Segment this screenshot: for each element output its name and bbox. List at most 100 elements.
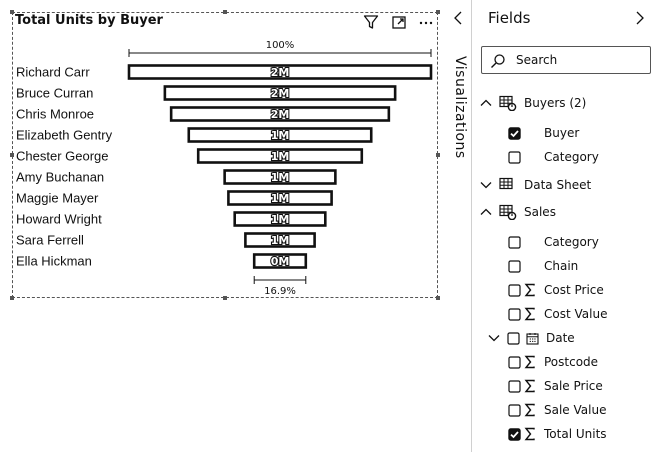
funnel-bar-label: 2M [271, 66, 290, 79]
field-table-row[interactable]: Buyers (2) [480, 93, 586, 113]
category-label: Howard Wright [16, 212, 102, 227]
resize-handle[interactable] [10, 153, 14, 157]
chevron-down-icon[interactable] [488, 332, 500, 344]
search-icon [490, 53, 506, 69]
funnel-bar-label: 1M [271, 171, 290, 184]
focus-mode-icon[interactable] [391, 14, 407, 30]
sigma-icon [524, 283, 536, 297]
funnel-bar [223, 169, 337, 185]
calculated-table-icon [499, 95, 517, 111]
field-row[interactable]: Date [488, 328, 575, 348]
field-label: Chain [544, 259, 579, 273]
checkbox[interactable] [508, 355, 521, 369]
funnel-bar [252, 253, 308, 269]
field-row[interactable]: Chain [508, 256, 578, 276]
chevron-left-icon[interactable] [452, 10, 464, 26]
chevron-up-icon[interactable] [480, 206, 492, 218]
visual-title: Total Units by Buyer [15, 13, 163, 28]
fields-pane-title: Fields [488, 9, 531, 27]
visualizations-pane[interactable]: Visualizations [444, 0, 472, 452]
field-row[interactable]: Total Units [508, 424, 607, 444]
funnel-bar [227, 190, 333, 206]
field-row[interactable]: Buyer [508, 123, 579, 143]
category-label: Richard Carr [16, 65, 90, 80]
field-row[interactable]: Sale Value [508, 400, 606, 420]
more-options-icon[interactable] [418, 14, 434, 30]
category-label: Maggie Mayer [16, 191, 99, 206]
funnel-bar [187, 127, 373, 143]
field-label: Date [546, 331, 575, 345]
checkbox[interactable] [507, 331, 520, 345]
resize-handle[interactable] [10, 10, 14, 14]
chevron-down-icon[interactable] [480, 179, 492, 191]
resize-handle[interactable] [223, 296, 227, 300]
resize-handle[interactable] [436, 10, 440, 14]
checkbox[interactable] [508, 150, 521, 164]
field-row[interactable]: Category [508, 147, 599, 167]
checkbox[interactable] [508, 259, 521, 273]
checkbox[interactable] [508, 126, 521, 140]
category-label: Elizabeth Gentry [16, 128, 113, 143]
funnel-bar [233, 211, 327, 227]
funnel-bar-label: 0M [271, 255, 290, 268]
field-row[interactable]: Postcode [508, 352, 598, 372]
calculated-table-icon [499, 204, 517, 220]
funnel-bar [127, 64, 433, 80]
checkbox[interactable] [508, 379, 521, 393]
category-label: Chester George [16, 149, 109, 164]
funnel-bar [196, 148, 364, 164]
field-label: Category [544, 235, 599, 249]
bottom-percent-label: 16.9% [264, 286, 296, 297]
filter-icon[interactable] [363, 14, 379, 30]
funnel-bar-label: 1M [271, 150, 290, 163]
field-label: Total Units [544, 427, 607, 441]
field-row[interactable]: Cost Price [508, 280, 604, 300]
funnel-bar-label: 1M [271, 192, 290, 205]
field-label: Buyer [544, 126, 580, 140]
field-label: Postcode [544, 355, 599, 369]
field-row[interactable]: Sale Price [508, 376, 603, 396]
funnel-visual[interactable]: Total Units by Buyer 100% 2M Richard Carr 2… [10, 10, 440, 300]
checkbox[interactable] [508, 235, 521, 249]
funnel-bar-label: 1M [271, 234, 290, 247]
funnel-bar-label: 1M [271, 213, 290, 226]
field-row[interactable]: Cost Value [508, 304, 607, 324]
checkbox[interactable] [508, 403, 521, 417]
checkbox[interactable] [508, 307, 521, 321]
chevron-right-icon[interactable] [634, 10, 646, 26]
category-label: Ella Hickman [16, 254, 92, 269]
resize-handle[interactable] [436, 153, 440, 157]
field-label: Sales [524, 205, 556, 219]
funnel-bar-label: 2M [271, 87, 290, 100]
chevron-up-icon[interactable] [480, 97, 492, 109]
category-label: Chris Monroe [16, 107, 94, 122]
visualizations-pane-label[interactable]: Visualizations [452, 56, 468, 159]
fields-pane: Fields Buyers (2) Buyer Category Data Sheet… [474, 0, 660, 452]
funnel-bar-label: 2M [271, 108, 290, 121]
funnel-bar-label: 1M [271, 129, 290, 142]
search-input[interactable] [516, 51, 644, 69]
resize-handle[interactable] [223, 10, 227, 14]
field-label: Sale Value [544, 403, 607, 417]
top-percent-label: 100% [266, 40, 295, 51]
field-label: Sale Price [544, 379, 603, 393]
field-table-row[interactable]: Sales [480, 202, 556, 222]
field-row[interactable]: Category [508, 232, 599, 252]
fields-search-box[interactable] [481, 46, 651, 74]
checkbox[interactable] [508, 427, 521, 441]
sigma-icon [524, 355, 536, 369]
funnel-chart: 100% 2M Richard Carr 2M Bruce Curran 2M Chris … [16, 40, 433, 297]
table-icon [499, 177, 517, 193]
sigma-icon [524, 379, 536, 393]
funnel-bar [163, 85, 397, 101]
funnel-bar [169, 106, 391, 122]
field-table-row[interactable]: Data Sheet [480, 175, 591, 195]
field-label: Data Sheet [524, 178, 592, 192]
resize-handle[interactable] [10, 296, 14, 300]
checkbox[interactable] [508, 283, 521, 297]
field-label: Category [544, 150, 599, 164]
field-label: Cost Price [544, 283, 604, 297]
resize-handle[interactable] [436, 296, 440, 300]
sigma-icon [524, 427, 536, 441]
sigma-icon [524, 307, 536, 321]
